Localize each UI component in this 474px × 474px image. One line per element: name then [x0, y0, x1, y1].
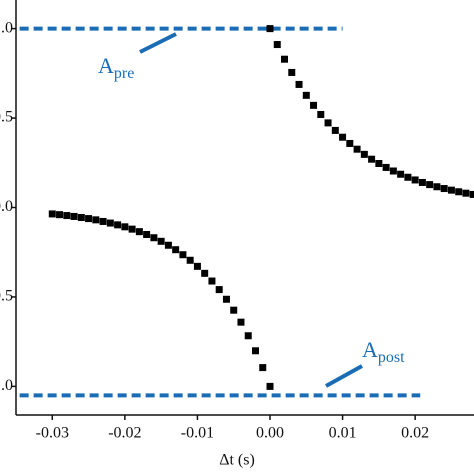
point — [404, 173, 412, 181]
y-tick-label: -0.5 — [0, 288, 13, 305]
point — [469, 190, 474, 198]
point — [208, 277, 216, 285]
point — [382, 163, 390, 171]
point — [397, 170, 405, 178]
point — [48, 210, 56, 218]
point — [368, 155, 376, 163]
point — [157, 237, 165, 245]
point — [143, 231, 151, 239]
point — [310, 101, 318, 109]
point — [353, 145, 361, 153]
x-tick-label: 0.02 — [401, 425, 429, 442]
point — [375, 159, 383, 167]
point — [222, 295, 230, 303]
point — [85, 215, 93, 223]
point — [317, 110, 325, 118]
x-tick-label: -0.01 — [181, 425, 214, 442]
point — [106, 219, 114, 227]
point — [135, 228, 143, 236]
annotation-arrow — [139, 32, 177, 54]
point — [128, 225, 136, 233]
x-tick-label: -0.02 — [108, 425, 141, 442]
point — [426, 181, 434, 189]
point — [462, 189, 470, 197]
point — [92, 216, 100, 224]
point — [331, 126, 339, 134]
point — [360, 150, 368, 158]
point — [418, 178, 426, 186]
point — [339, 133, 347, 141]
point — [440, 185, 448, 193]
point — [215, 286, 223, 294]
y-tick-label: -1.0 — [0, 377, 13, 394]
point — [179, 251, 187, 259]
annotation: Apost — [362, 337, 405, 366]
y-tick-label: 0.0 — [0, 198, 13, 215]
point — [56, 211, 64, 219]
point — [70, 212, 78, 220]
point — [164, 241, 172, 249]
point — [447, 186, 455, 194]
point — [244, 332, 252, 340]
point — [288, 68, 296, 76]
point — [186, 256, 194, 264]
point — [114, 221, 122, 229]
point — [266, 382, 274, 390]
point — [201, 269, 209, 277]
point — [302, 91, 310, 99]
point — [251, 347, 259, 355]
point — [63, 212, 71, 220]
x-tick-label: 0.00 — [256, 425, 284, 442]
y-tick-label: 1.0 — [0, 19, 13, 36]
point — [455, 188, 463, 196]
annotation-arrow — [325, 364, 363, 388]
point — [324, 119, 332, 127]
point — [172, 246, 180, 254]
point — [346, 139, 354, 147]
annotation: Apre — [98, 53, 134, 82]
point — [150, 234, 158, 242]
point — [99, 217, 107, 225]
point — [411, 176, 419, 184]
x-tick-label: -0.03 — [36, 425, 69, 442]
point — [230, 306, 238, 314]
point — [389, 167, 397, 175]
point — [281, 55, 289, 63]
point — [295, 80, 303, 88]
point — [193, 262, 201, 270]
point — [266, 25, 274, 33]
point — [259, 364, 267, 372]
x-axis-title: Δt (s) — [219, 452, 255, 469]
annotation-letter: A — [362, 337, 378, 362]
annotation-subscript: pre — [114, 65, 134, 82]
point — [77, 214, 85, 222]
point — [273, 41, 281, 49]
x-tick-label: 0.01 — [329, 425, 357, 442]
annotation-letter: A — [98, 53, 114, 78]
annotation-subscript: post — [378, 349, 405, 366]
y-tick-label: 0.5 — [0, 109, 13, 126]
point — [121, 223, 129, 231]
point — [433, 183, 441, 191]
point — [237, 318, 245, 326]
